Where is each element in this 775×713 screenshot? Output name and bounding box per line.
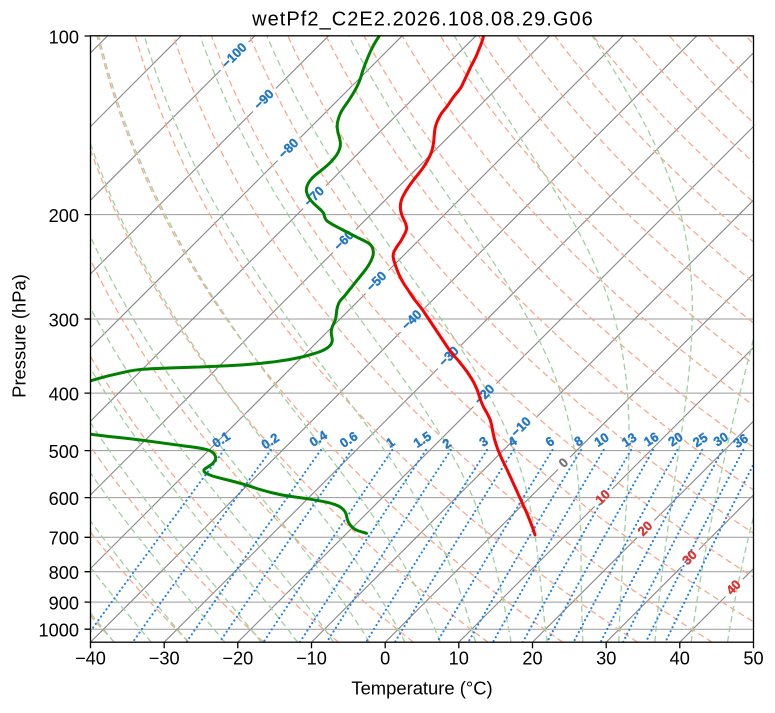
svg-text:40: 40 [670,649,690,669]
svg-text:Temperature (°C): Temperature (°C) [351,678,492,699]
svg-text:900: 900 [49,594,79,614]
svg-text:200: 200 [49,206,79,226]
svg-text:30: 30 [596,649,616,669]
svg-text:13: 13 [619,430,639,450]
svg-text:Pressure (hPa): Pressure (hPa) [9,274,30,398]
svg-text:−30: −30 [149,649,180,669]
svg-text:25: 25 [690,430,710,450]
svg-text:700: 700 [49,529,79,549]
svg-text:50: 50 [743,649,763,669]
svg-text:100: 100 [49,27,79,47]
svg-text:400: 400 [49,385,79,405]
svg-text:36: 36 [731,431,751,451]
svg-text:800: 800 [49,563,79,583]
svg-text:0: 0 [380,649,390,669]
svg-text:10: 10 [591,429,611,449]
svg-text:−10: −10 [296,649,327,669]
svg-text:20: 20 [665,429,685,449]
svg-text:10: 10 [449,649,469,669]
svg-text:300: 300 [49,310,79,330]
svg-text:−20: −20 [222,649,253,669]
svg-text:20: 20 [522,649,542,669]
svg-text:16: 16 [641,429,661,449]
svg-text:wetPf2_C2E2.2026.108.08.29.G06: wetPf2_C2E2.2026.108.08.29.G06 [251,9,594,31]
svg-text:−40: −40 [75,649,106,669]
svg-text:500: 500 [49,442,79,462]
svg-text:30: 30 [711,429,731,449]
svg-text:600: 600 [49,489,79,509]
svg-text:1000: 1000 [39,621,79,641]
